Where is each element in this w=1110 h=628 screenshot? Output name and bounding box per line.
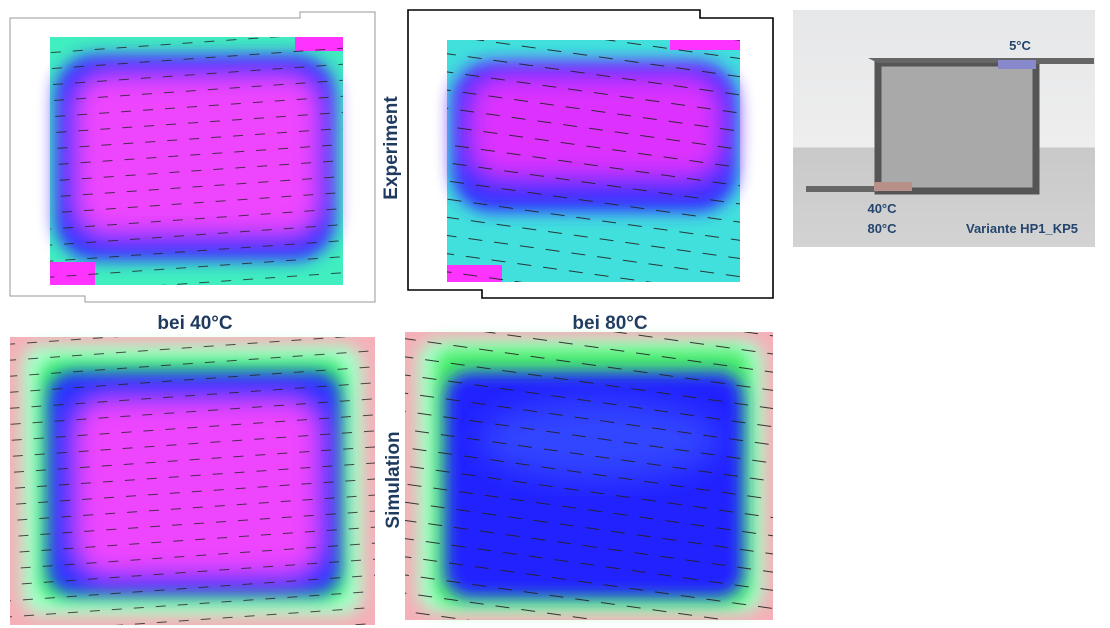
- column-label: bei 40°C: [157, 313, 232, 334]
- page: Flow field comparison {"row_labels": {"e…: [0, 0, 1110, 628]
- figure: 5°C 40°C 80°C Variante HP1_KP5 bei 40°C …: [0, 0, 1110, 628]
- simulation-80: [405, 332, 773, 620]
- experiment-80: [408, 10, 773, 298]
- label-5c: 5°C: [1009, 38, 1031, 53]
- simulation-40: [10, 337, 375, 625]
- label-80c: 80°C: [867, 221, 897, 236]
- schematic: 5°C 40°C 80°C Variante HP1_KP5: [793, 10, 1095, 247]
- body: 5°C 40°C 80°C Variante HP1_KP5 bei 40°C …: [0, 0, 1110, 628]
- experiment-40: [10, 12, 375, 302]
- row-label: Simulation: [383, 431, 404, 528]
- variant-label: Variante HP1_KP5: [966, 221, 1078, 236]
- column-label: bei 80°C: [572, 313, 647, 334]
- row-label: Experiment: [381, 96, 402, 200]
- label-40c: 40°C: [867, 201, 897, 216]
